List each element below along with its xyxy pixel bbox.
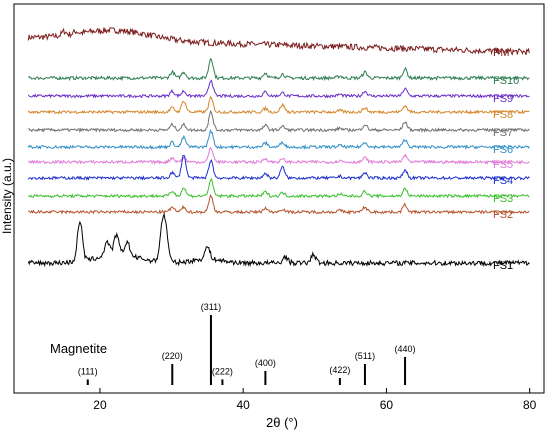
series-line-fs5 (27, 147, 530, 165)
series-line-fs1 (27, 212, 530, 268)
series-label-fs8: FS8 (493, 109, 513, 121)
series-line-fs10 (28, 57, 530, 82)
series-label-fs10: FS10 (493, 75, 519, 87)
series-line-fs3 (27, 177, 530, 199)
traces (27, 27, 530, 268)
reference-peak-label-4: (400) (255, 358, 276, 368)
reference-peak-label-6: (511) (355, 351, 375, 361)
series-label-fs1: FS1 (493, 260, 513, 272)
reference-peak-label-3: (222) (212, 366, 233, 376)
reference-peak-label-0: (111) (78, 366, 98, 376)
plot-frame (13, 3, 545, 394)
series-labels: PM FS10 FS9 FS8 FS7 FS6 FS5 FS4 FS3 FS2 FS1 (493, 47, 519, 272)
reference-peak-label-1: (220) (162, 351, 183, 361)
y-axis-label: Intensity (a.u.) (0, 158, 14, 234)
reference-peak-label-5: (422) (329, 365, 350, 375)
series-line-fs7 (28, 110, 530, 133)
series-label-pm: PM (493, 47, 510, 59)
x-tick-label-0: 20 (93, 398, 107, 412)
reference-peak-label-7: (440) (395, 344, 416, 354)
series-label-fs7: FS7 (493, 127, 513, 139)
x-tick-label-1: 40 (237, 398, 251, 412)
x-axis: 20 40 60 80 (93, 388, 537, 412)
reference-label: Magnetite (50, 341, 107, 356)
series-line-fs2 (28, 194, 530, 215)
x-axis-label: 2θ (°) (266, 415, 298, 430)
series-label-fs4: FS4 (493, 175, 513, 187)
x-tick-label-2: 60 (380, 398, 394, 412)
series-line-fs6 (27, 128, 530, 150)
reference-pattern: (111) (220) (311) (222) (400) (422) (511) (440) (78, 302, 416, 385)
series-label-fs2: FS2 (493, 209, 513, 221)
series-label-fs5: FS5 (493, 159, 513, 171)
series-line-fs8 (27, 95, 530, 115)
reference-peak-label-2: (311) (201, 302, 221, 312)
series-label-fs3: FS3 (493, 193, 513, 205)
series-label-fs6: FS6 (493, 144, 513, 156)
x-tick-label-3: 80 (523, 398, 537, 412)
series-line-fs9 (27, 79, 530, 99)
series-line-pm (27, 27, 530, 56)
series-line-fs4 (27, 155, 530, 181)
series-label-fs9: FS9 (493, 93, 513, 105)
